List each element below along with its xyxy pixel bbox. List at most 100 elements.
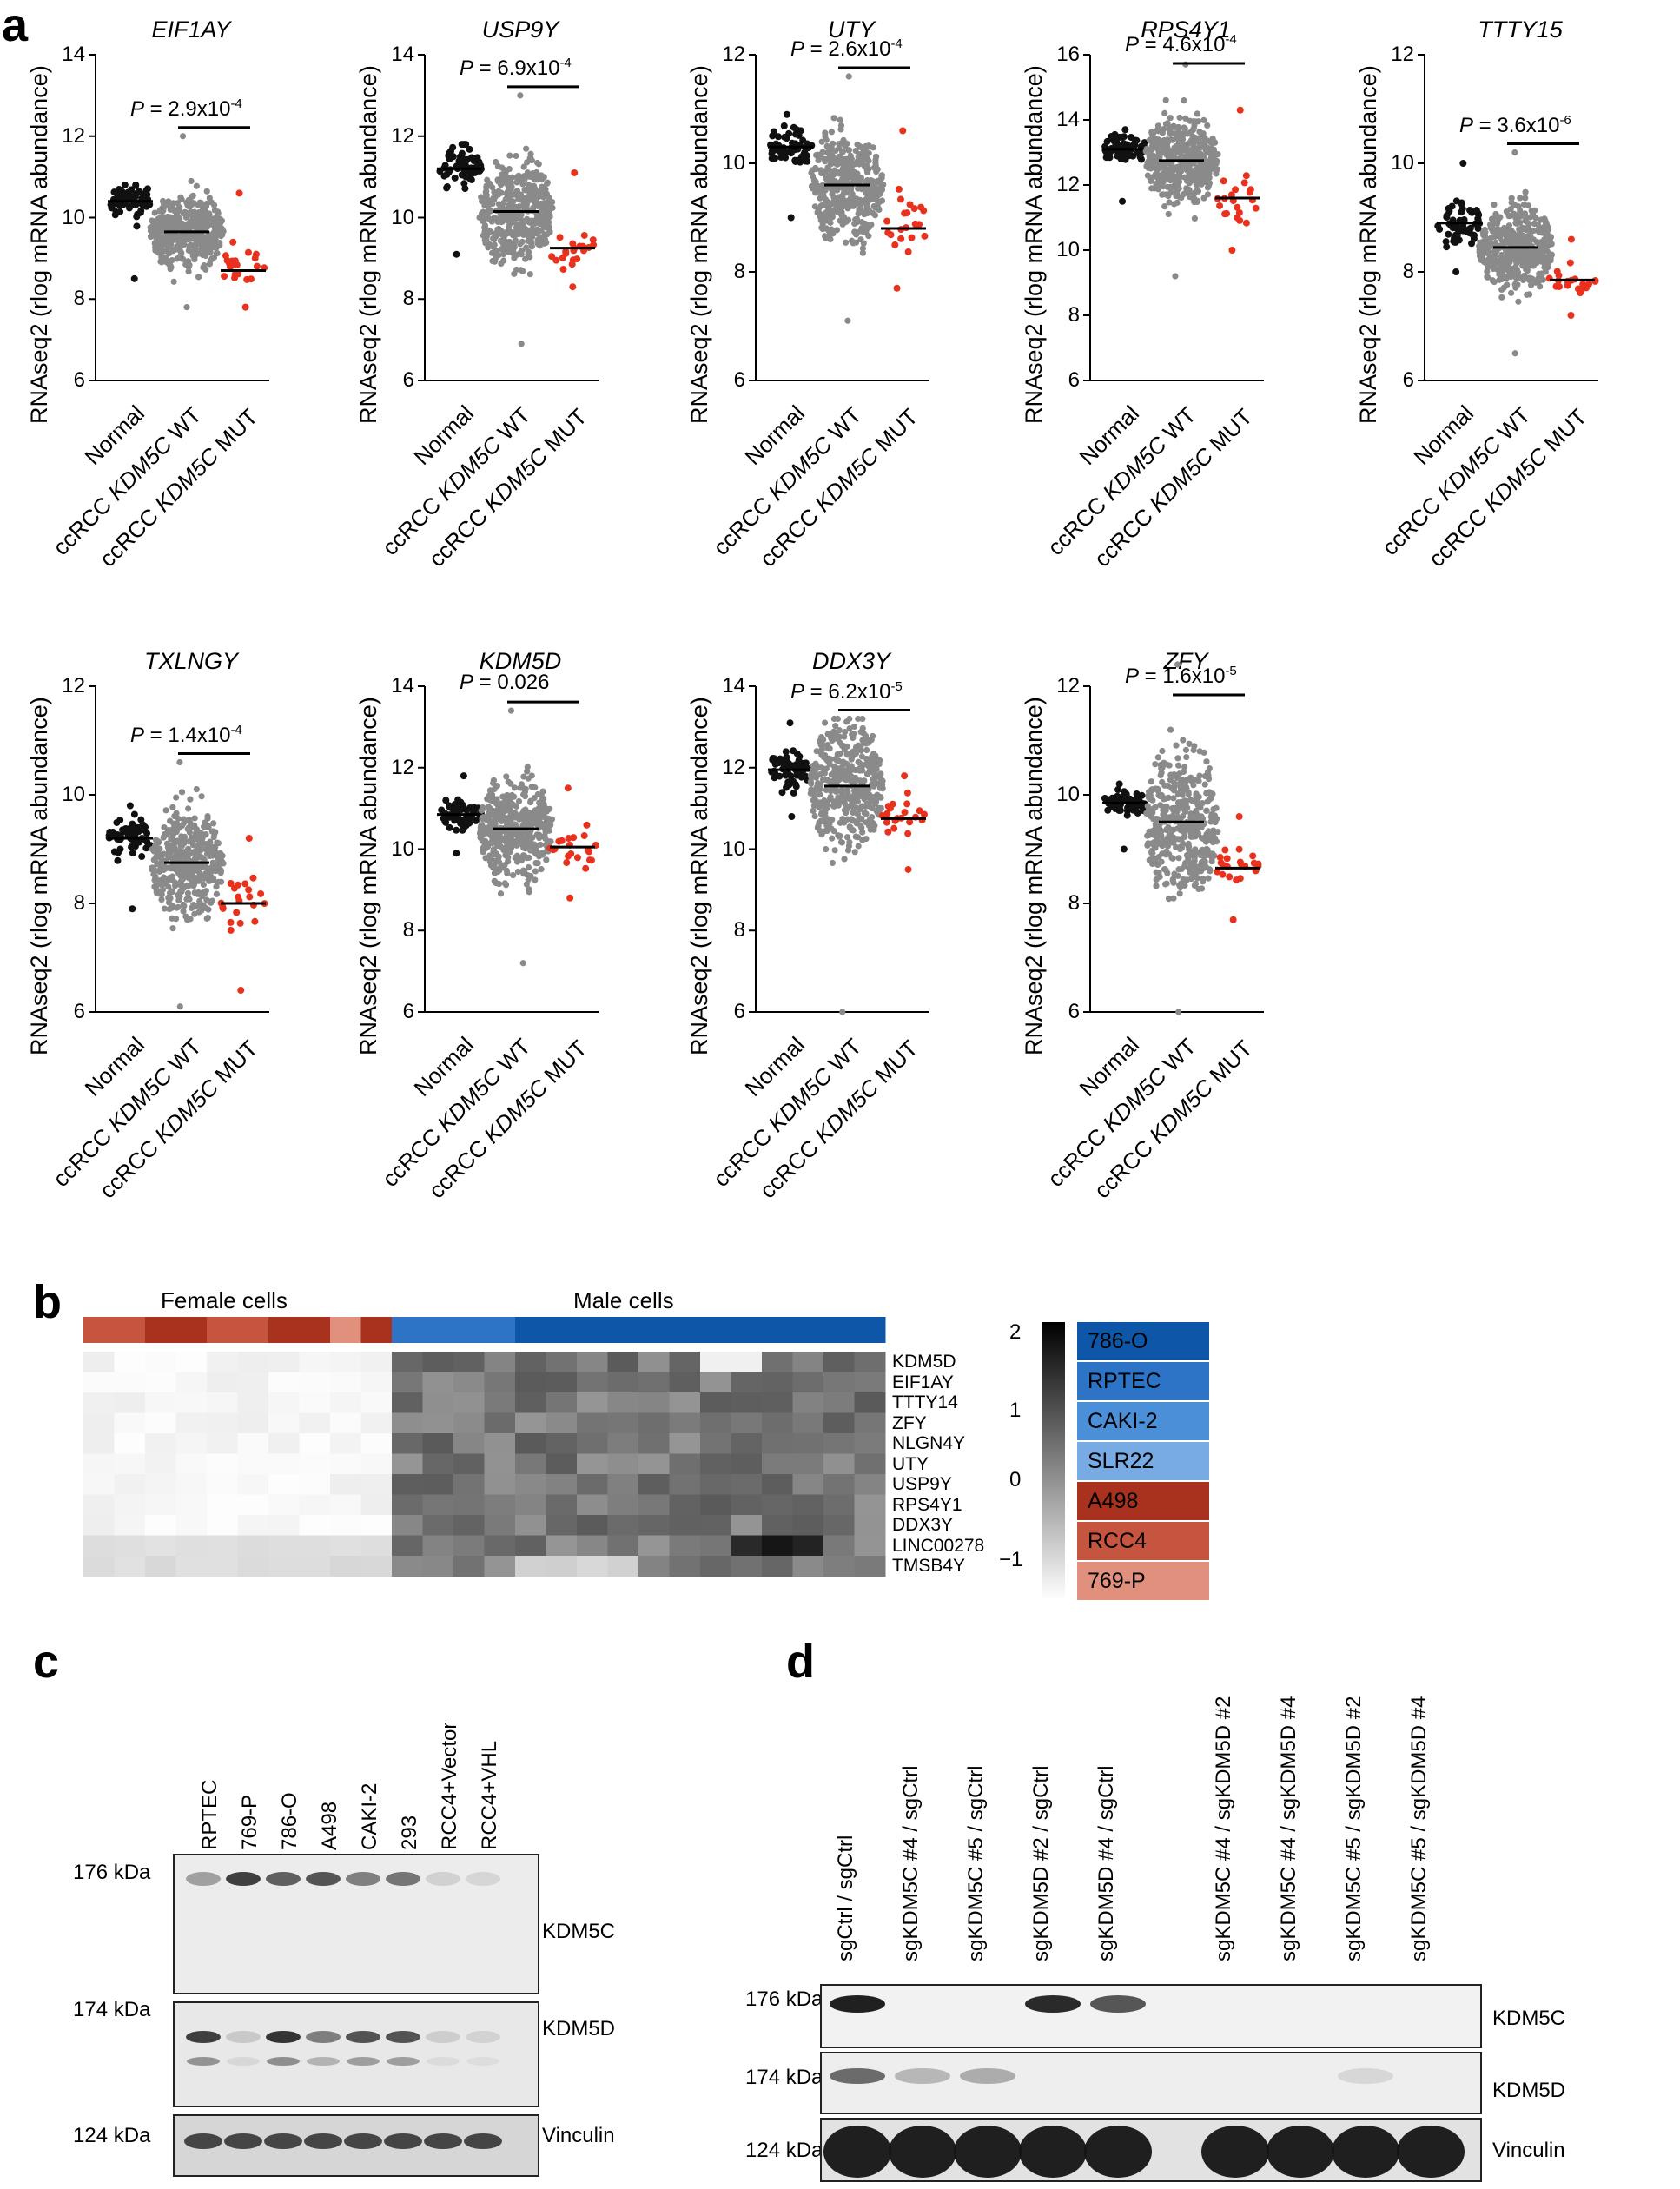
data-point — [1110, 134, 1118, 142]
data-point — [1531, 220, 1538, 228]
annotation-cell — [330, 1317, 361, 1343]
data-point — [845, 167, 852, 174]
data-point — [453, 850, 460, 857]
data-point — [1189, 797, 1196, 804]
data-point — [843, 777, 850, 784]
data-point — [1201, 142, 1208, 150]
data-point — [1198, 835, 1206, 842]
data-point — [795, 131, 803, 139]
data-point — [1200, 130, 1207, 137]
heatmap-cell — [731, 1392, 763, 1413]
data-point — [453, 826, 460, 834]
data-point — [193, 182, 200, 189]
heatmap-cell — [638, 1392, 670, 1413]
data-point — [532, 784, 539, 791]
data-point — [162, 254, 169, 261]
data-point — [185, 845, 192, 852]
heatmap-cell — [422, 1412, 454, 1434]
data-point — [115, 201, 122, 208]
data-point — [466, 145, 473, 153]
data-point — [1198, 813, 1205, 820]
data-point — [1173, 843, 1180, 850]
data-point — [864, 187, 871, 194]
data-point — [820, 769, 827, 777]
data-point — [1436, 225, 1444, 233]
heatmap-cell — [638, 1412, 670, 1434]
data-point — [563, 859, 571, 867]
data-point — [1160, 139, 1167, 146]
data-point — [491, 877, 498, 884]
data-point — [1194, 110, 1200, 117]
heatmap-cell — [700, 1433, 731, 1454]
data-point — [507, 795, 514, 802]
data-point — [1161, 109, 1168, 117]
heatmap-cell — [299, 1433, 331, 1454]
data-point — [839, 816, 846, 823]
data-point — [206, 195, 213, 202]
data-point — [524, 764, 531, 770]
data-point — [203, 846, 210, 853]
data-point — [177, 195, 184, 202]
data-point — [506, 842, 513, 849]
data-point — [1194, 118, 1202, 125]
data-point — [515, 195, 522, 202]
data-point — [1522, 217, 1529, 224]
data-point — [166, 817, 174, 824]
data-point — [493, 837, 500, 845]
data-point — [1519, 235, 1526, 242]
data-point — [1185, 790, 1192, 797]
heatmap-cell — [854, 1412, 886, 1434]
data-point — [1120, 151, 1128, 159]
data-point — [150, 870, 157, 877]
data-point — [815, 155, 823, 162]
data-point — [842, 239, 850, 246]
annotation-cell — [484, 1317, 516, 1343]
data-point — [590, 241, 598, 248]
data-point — [212, 868, 219, 875]
data-point — [156, 888, 163, 895]
data-point — [500, 166, 508, 174]
data-point — [1191, 122, 1198, 129]
heatmap-cell — [330, 1372, 361, 1393]
scatter-plot-ttty15 — [1418, 54, 1599, 381]
data-point — [165, 883, 172, 890]
y-tick-label: 16 — [1056, 43, 1080, 66]
data-point — [525, 237, 532, 244]
data-point — [1537, 283, 1544, 290]
data-point — [185, 895, 193, 903]
heatmap-cell — [392, 1433, 423, 1454]
data-point — [176, 889, 183, 896]
data-point — [1158, 828, 1165, 835]
y-tick-label: 12 — [62, 123, 85, 148]
data-point — [1184, 804, 1191, 811]
data-point — [879, 777, 886, 784]
p-value-label: P = 1.4x10-4 — [130, 722, 242, 747]
chart-title: RPS4Y1 — [1141, 17, 1231, 43]
heatmap-cell — [422, 1433, 454, 1454]
data-point — [852, 833, 859, 840]
p-symbol: P — [1459, 113, 1474, 137]
data-point — [855, 843, 862, 850]
data-point — [1540, 224, 1547, 231]
heatmap-cell — [145, 1474, 176, 1495]
data-point — [1525, 263, 1531, 270]
data-point — [1170, 895, 1177, 902]
data-point — [795, 156, 803, 164]
data-point — [525, 863, 532, 871]
data-point — [246, 893, 254, 901]
data-point — [499, 793, 506, 800]
data-point — [790, 123, 797, 131]
heatmap-cell — [607, 1412, 639, 1434]
data-point — [1190, 174, 1198, 181]
data-point — [1153, 883, 1160, 889]
heatmap-cell — [484, 1372, 516, 1393]
data-point — [1149, 850, 1156, 856]
heatmap-cell — [330, 1352, 361, 1372]
data-point — [520, 199, 527, 206]
data-point — [865, 157, 872, 164]
data-point — [851, 775, 859, 782]
heatmap-cell — [700, 1453, 731, 1475]
data-point — [163, 831, 170, 838]
heatmap-cell — [577, 1412, 608, 1434]
data-point — [871, 759, 878, 766]
